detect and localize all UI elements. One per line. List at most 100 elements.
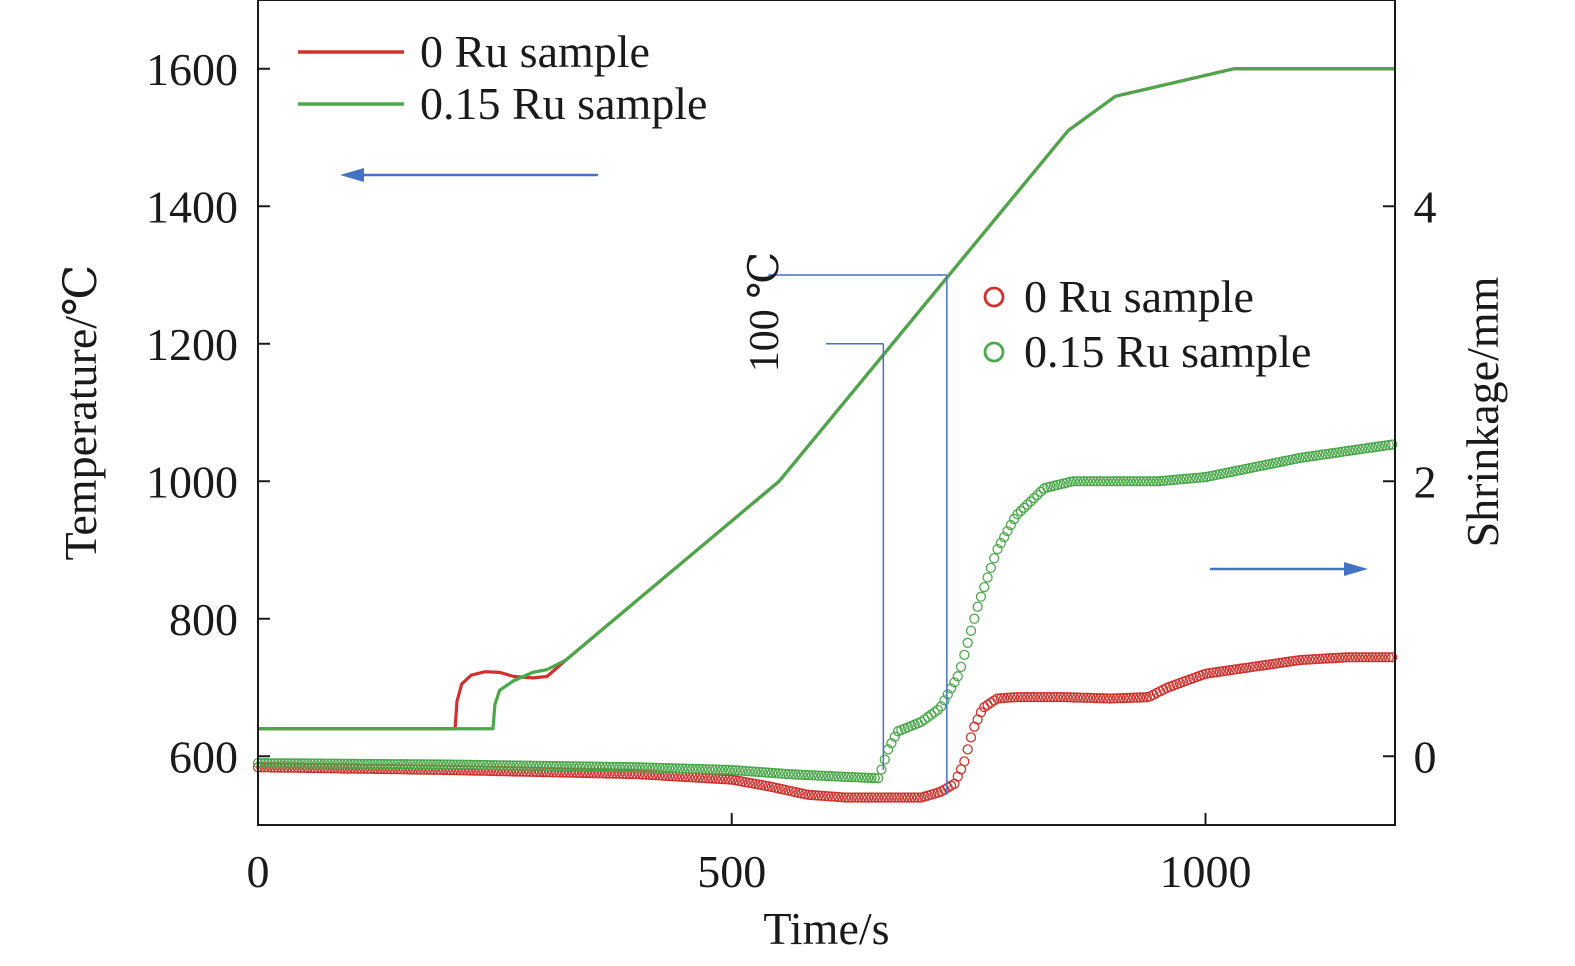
shrinkage-point [309, 758, 320, 769]
shrinkage-point [289, 758, 300, 769]
shrinkage-point [680, 763, 691, 774]
shrinkage-point [717, 764, 728, 775]
shrinkage-point [667, 763, 678, 774]
shrinkage-point [1347, 445, 1358, 456]
shrinkage-point [1075, 692, 1086, 703]
shrinkage-point [388, 764, 400, 775]
shrinkage-point [1115, 693, 1126, 704]
shrinkage-point [1257, 660, 1268, 671]
shrinkage-point [1330, 652, 1341, 664]
shrinkage-point [481, 765, 492, 777]
shrinkage-point [1141, 476, 1152, 487]
shrinkage-point [995, 537, 1006, 549]
shrinkage-point [1270, 658, 1282, 669]
shrinkage-point [1005, 519, 1016, 531]
shrinkage-point [1032, 691, 1043, 703]
shrinkage-point [395, 764, 406, 775]
shrinkage-point [889, 792, 900, 803]
shrinkage-point [1038, 691, 1050, 703]
shrinkage-point [1274, 657, 1285, 669]
shrinkage-point [441, 759, 453, 770]
shrinkage-point [892, 792, 904, 803]
shrinkage-point [564, 767, 575, 778]
shrinkage-point [979, 581, 990, 593]
shrinkage-point [733, 765, 745, 776]
shrinkage-point [1002, 525, 1013, 537]
legend-temperature-label: 0.15 Ru sample [420, 78, 707, 129]
shrinkage-point [1337, 446, 1348, 457]
shrinkage-point [421, 759, 433, 770]
shrinkage-point [1042, 691, 1053, 703]
shrinkage-point [1357, 652, 1368, 663]
shrinkage-point [438, 759, 449, 770]
shrinkage-point [829, 771, 841, 782]
shrinkage-point [962, 744, 973, 755]
shrinkage-point [727, 764, 738, 776]
shrinkage-point [674, 763, 685, 774]
shrinkage-point [322, 758, 333, 769]
shrinkage-point [1324, 448, 1335, 459]
shrinkage-point [766, 767, 778, 779]
shrinkage-point [392, 764, 403, 775]
shrinkage-point [1128, 476, 1139, 487]
x-axis-title: Time/s [763, 903, 889, 954]
shrinkage-point [286, 758, 297, 769]
shrinkage-point [395, 759, 406, 770]
y-right-tick-label: 0 [1414, 731, 1437, 782]
shrinkage-point [498, 766, 509, 777]
shrinkage-point [1340, 652, 1351, 663]
shrinkage-point [382, 763, 393, 775]
shrinkage-point [402, 759, 413, 770]
shrinkage-point [955, 661, 967, 673]
shrinkage-point [1350, 444, 1361, 455]
shrinkage-point [1304, 451, 1315, 462]
shrinkage-point [329, 758, 340, 769]
shrinkage-point [574, 767, 585, 779]
shrinkage-point [1151, 476, 1162, 487]
shrinkage-point [1353, 652, 1365, 663]
shrinkage-point [557, 761, 569, 772]
shrinkage-point [624, 761, 635, 773]
shrinkage-point [1307, 450, 1318, 462]
shrinkage-point [1314, 449, 1325, 461]
shrinkage-point [1234, 663, 1245, 674]
shrinkage-point [617, 768, 628, 779]
shrinkage-point [504, 760, 516, 771]
shrinkage-point [959, 649, 970, 660]
shrinkage-point [969, 613, 980, 624]
shrinkage-point [587, 761, 599, 772]
shrinkage-point [1194, 472, 1205, 483]
shrinkage-point [876, 792, 887, 803]
shrinkage-point [1025, 691, 1036, 703]
shrinkage-point [511, 766, 522, 777]
shrinkage-point [375, 758, 386, 770]
shrinkage-point [1118, 476, 1129, 487]
shrinkage-point [504, 766, 516, 777]
shrinkage-point [992, 693, 1003, 704]
shrinkage-point [305, 758, 317, 769]
shrinkage-point [458, 765, 469, 776]
shrinkage-point [521, 760, 532, 771]
shrinkage-point [1105, 693, 1116, 704]
shrinkage-point [1035, 691, 1046, 703]
shrinkage-point [604, 768, 615, 779]
shrinkage-point [710, 764, 721, 775]
shrinkage-point [829, 791, 841, 802]
shrinkage-point [1300, 451, 1312, 463]
y-right-axis-title: Shrinkage/mm [1457, 276, 1508, 547]
shrinkage-point [813, 790, 824, 801]
shrinkage-point [448, 759, 459, 770]
shrinkage-point [1363, 652, 1375, 663]
shrinkage-point [849, 792, 861, 803]
shrinkage-point [614, 761, 625, 773]
shrinkage-point [740, 765, 751, 777]
shrinkage-point [793, 769, 804, 780]
shrinkage-point [1264, 659, 1275, 670]
shrinkage-point [823, 770, 834, 782]
shrinkage-point [352, 758, 363, 769]
shrinkage-point [816, 770, 827, 781]
shrinkage-point [1184, 473, 1196, 484]
shrinkage-point [833, 791, 844, 803]
shrinkage-point [803, 789, 814, 800]
